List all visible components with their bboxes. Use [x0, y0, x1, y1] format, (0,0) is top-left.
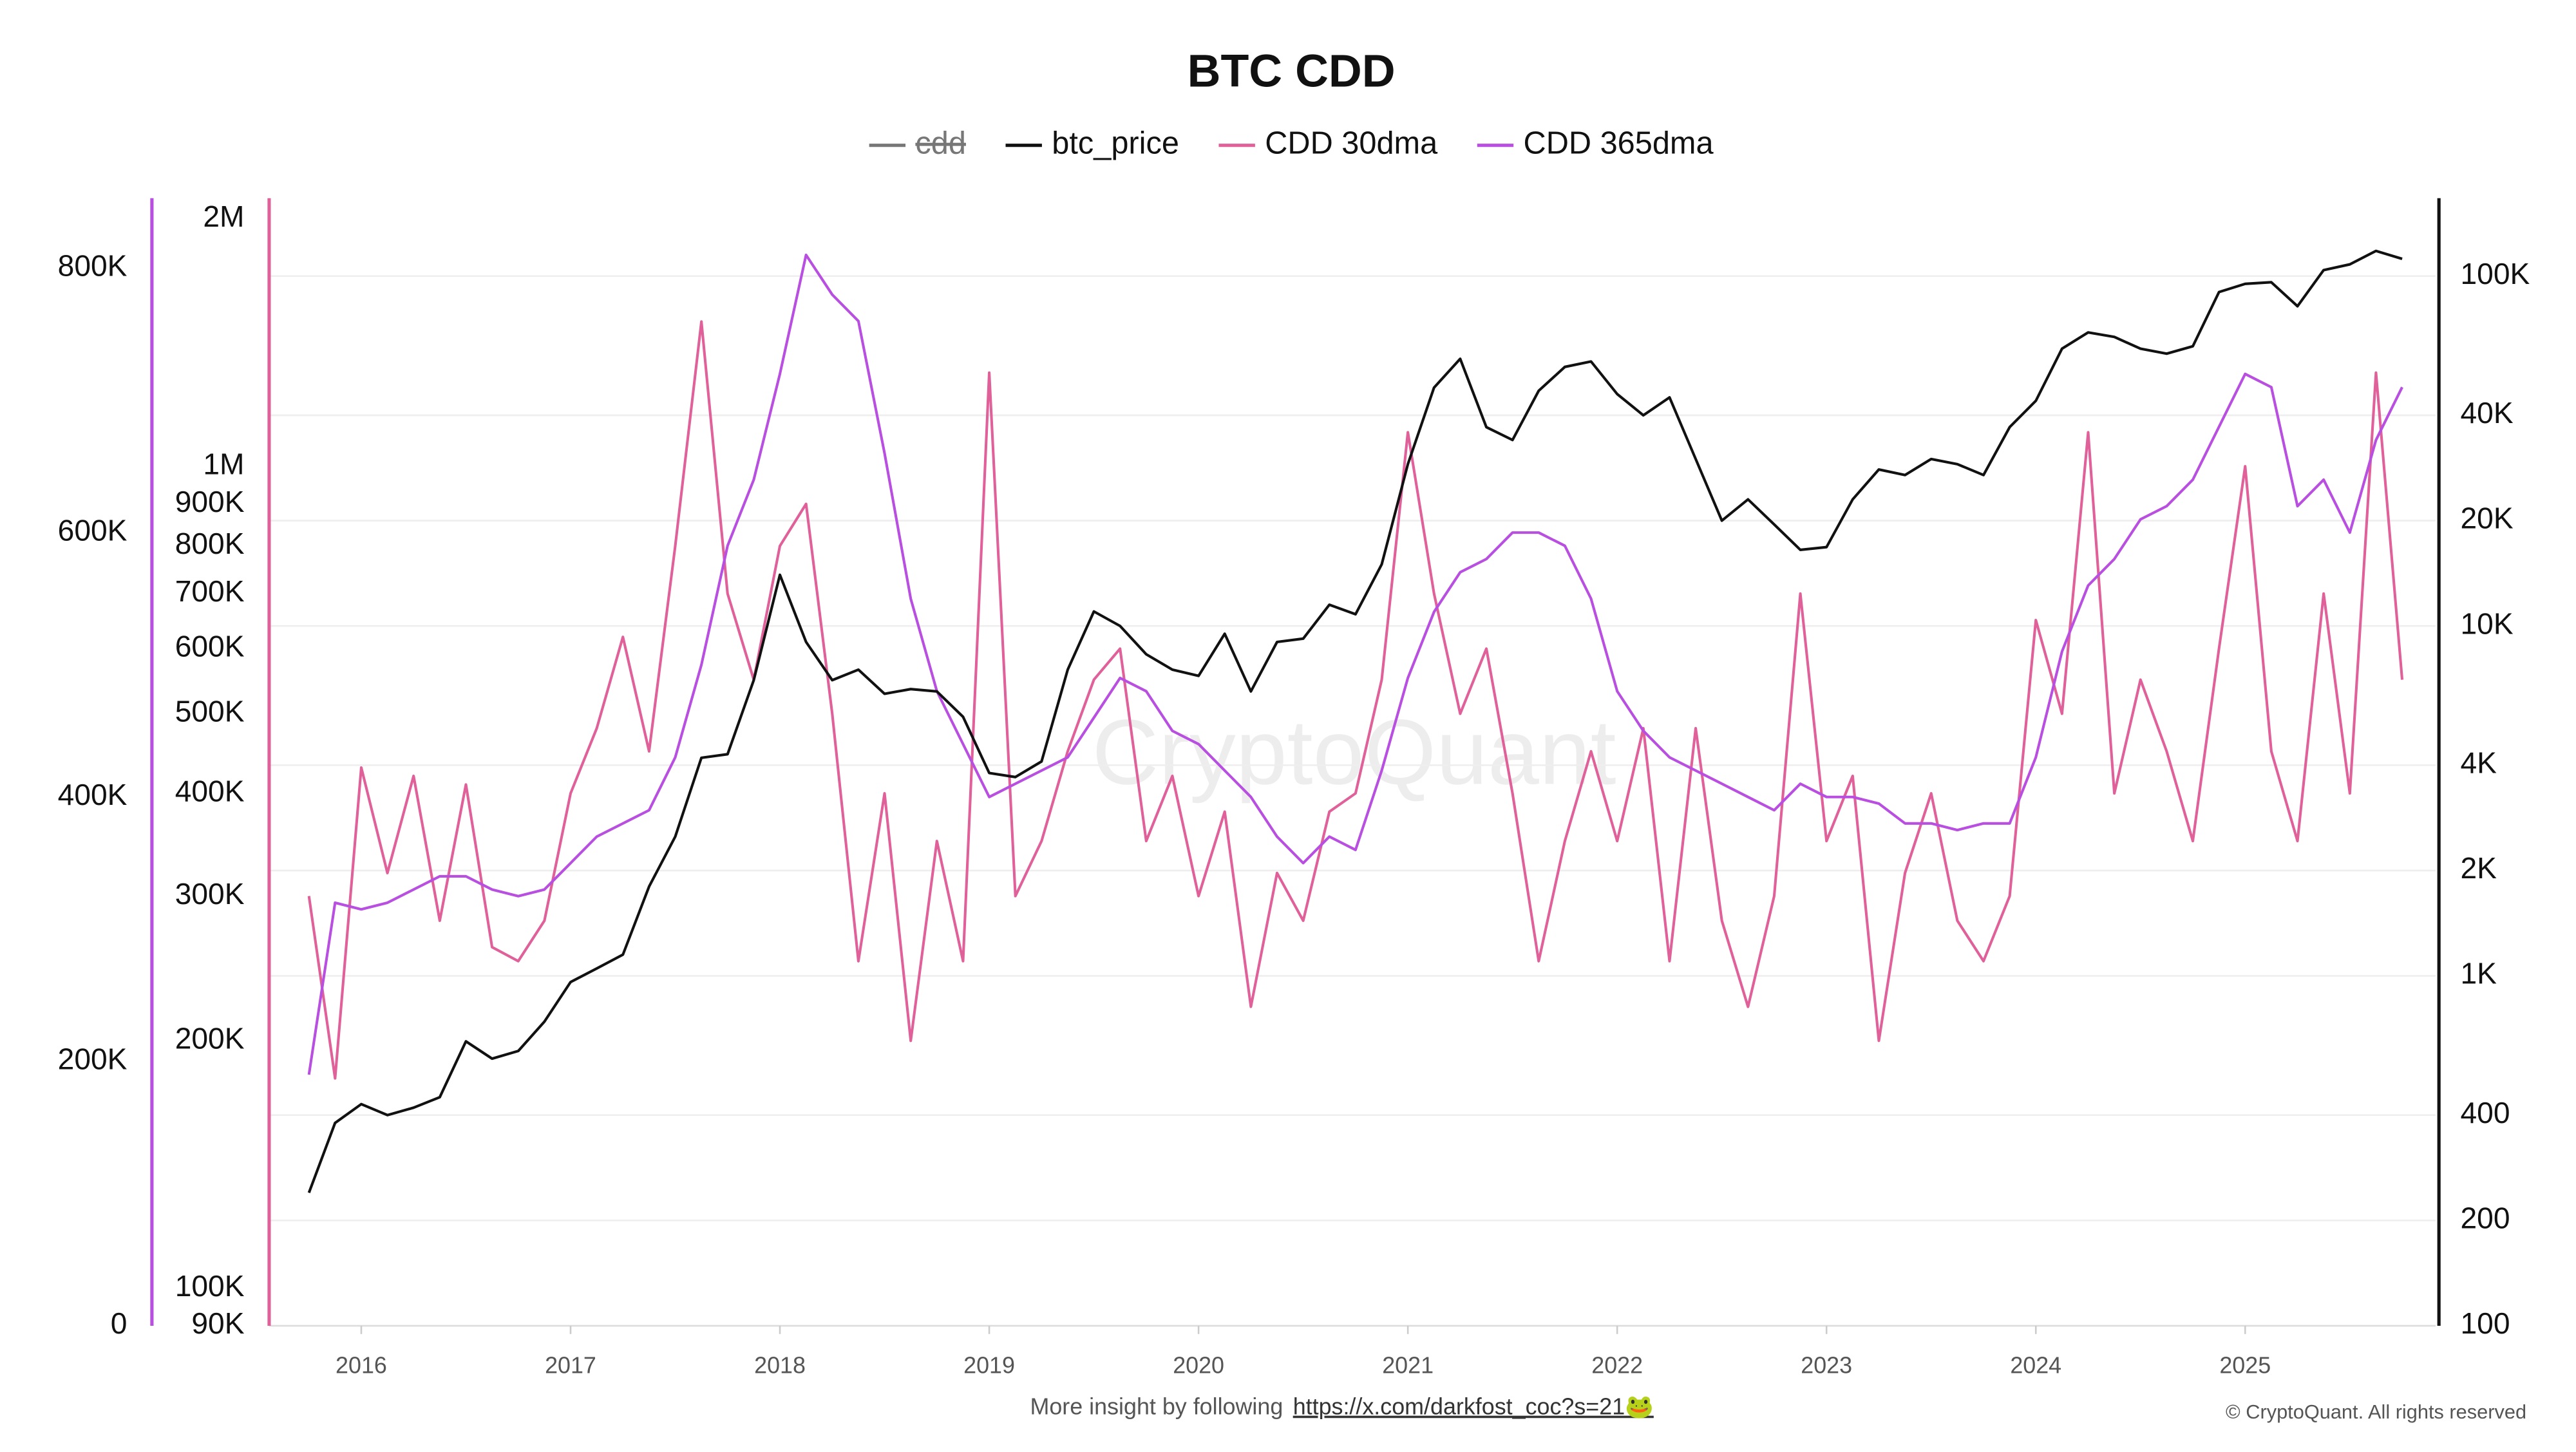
y3-tick-label: 300K: [175, 877, 245, 910]
series-line: [307, 253, 2403, 1075]
y3-tick-label: 100K: [175, 1269, 245, 1303]
legend-item[interactable]: btc_price: [1005, 126, 1179, 161]
legend-label: CDD 365dma: [1524, 126, 1714, 161]
x-tick-label: 2016: [336, 1353, 387, 1379]
y3-tick-label: 2M: [203, 200, 244, 233]
x-tick-label: 2025: [2219, 1353, 2271, 1379]
legend-item[interactable]: cdd: [869, 126, 966, 161]
footer-link[interactable]: https://x.com/darkfost_coc?s=21🐸: [1293, 1394, 1654, 1420]
x-tick-label: 2017: [545, 1353, 596, 1379]
footer-text: More insight by following: [1030, 1394, 1283, 1420]
copyright: © CryptoQuant. All rights reserved: [2226, 1400, 2526, 1423]
y-tick-label: 600K: [58, 513, 128, 547]
x-tick-label: 2023: [1801, 1353, 1852, 1379]
y2-tick-label: 100: [2461, 1306, 2510, 1340]
x-tick-label: 2019: [963, 1353, 1015, 1379]
y2-tick-label: 10K: [2461, 607, 2514, 640]
x-tick-label: 2022: [1591, 1353, 1643, 1379]
y2-tick-label: 40K: [2461, 396, 2514, 429]
y3-tick-label: 600K: [175, 630, 245, 663]
y3-tick-label: 800K: [175, 527, 245, 560]
y2-tick-label: 2K: [2461, 851, 2497, 885]
legend-item[interactable]: CDD 30dma: [1218, 126, 1438, 161]
legend-label: btc_price: [1052, 126, 1179, 161]
y3-tick-label: 700K: [175, 574, 245, 608]
x-tick-label: 2020: [1173, 1353, 1224, 1379]
y2-tick-label: 20K: [2461, 502, 2514, 535]
watermark: CryptoQuant: [1092, 701, 1616, 804]
y2-tick-label: 1K: [2461, 957, 2497, 990]
legend-item[interactable]: CDD 365dma: [1477, 126, 1714, 161]
y2-tick-label: 100K: [2461, 257, 2530, 290]
legend-label: cdd: [915, 126, 966, 161]
x-tick-label: 2018: [754, 1353, 806, 1379]
legend: cdd btc_price CDD 30dma CDD 365dma: [869, 126, 1714, 161]
y3-tick-label: 90K: [191, 1306, 244, 1340]
y3-tick-label: 1M: [203, 447, 244, 480]
x-tick-label: 2021: [1382, 1353, 1434, 1379]
y3-tick-label: 900K: [175, 485, 245, 518]
y3-tick-label: 400K: [175, 774, 245, 807]
y2-tick-label: 400: [2461, 1096, 2510, 1129]
y-tick-label: 0: [111, 1306, 128, 1340]
y-tick-label: 400K: [58, 778, 128, 811]
legend-label: CDD 30dma: [1265, 126, 1438, 161]
y3-tick-label: 500K: [175, 695, 245, 728]
y-tick-label: 800K: [58, 249, 128, 283]
chart-title: BTC CDD: [1188, 45, 1396, 97]
y2-tick-label: 200: [2461, 1202, 2510, 1235]
x-tick-label: 2024: [2010, 1353, 2061, 1379]
series-line: [307, 249, 2403, 1194]
y2-tick-label: 4K: [2461, 746, 2497, 780]
y3-tick-label: 200K: [175, 1022, 245, 1055]
y-tick-label: 200K: [58, 1042, 128, 1076]
